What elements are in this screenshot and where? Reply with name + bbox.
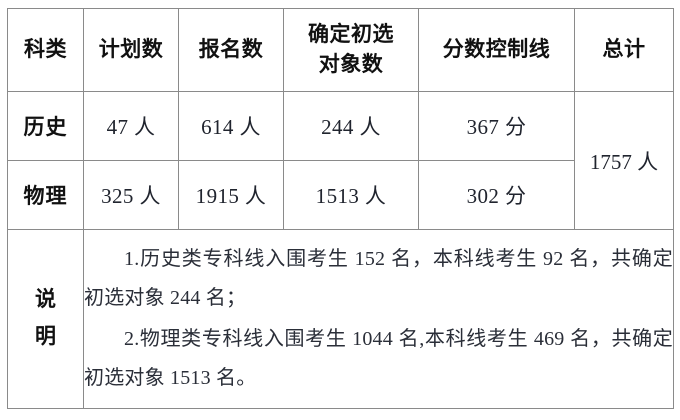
column-header-plan-count: 计划数: [83, 8, 179, 92]
value-total: 1757 人: [589, 149, 659, 174]
value-preselected-physics: 1513 人: [315, 184, 387, 208]
cell-total-merged: 1757 人: [574, 91, 674, 230]
cell-preselected-history: 244 人: [283, 91, 419, 161]
column-header-preselected-count: 确定初选 对象数: [283, 8, 419, 92]
column-header-category: 科类: [7, 8, 84, 92]
value-applicants-history: 614 人: [201, 115, 261, 139]
column-header-applicant-count-label: 报名数: [198, 37, 264, 61]
column-header-total-label: 总计: [602, 37, 646, 61]
column-header-plan-count-label: 计划数: [98, 37, 164, 61]
cell-note-body: 1.历史类专科线入围考生 152 名，本科线考生 92 名，共确定初选对象 24…: [83, 229, 674, 409]
value-preselected-history: 244 人: [321, 115, 381, 139]
cell-plan-history: 47 人: [83, 91, 179, 161]
cell-applicants-physics: 1915 人: [178, 160, 284, 230]
column-header-total: 总计: [574, 8, 674, 92]
note-paragraph-1: 1.历史类专科线入围考生 152 名，本科线考生 92 名，共确定初选对象 24…: [84, 248, 673, 309]
admission-statistics-table: 科类 计划数 报名数 确定初选 对象数 分数控制线 总计: [7, 8, 674, 409]
cell-category-physics: 物理: [7, 160, 84, 230]
category-label-history: 历史: [23, 116, 68, 139]
cell-note-label: 说明: [7, 229, 84, 409]
cell-plan-physics: 325 人: [83, 160, 179, 230]
note-paragraph-2: 2.物理类专科线入围考生 1044 名,本科线考生 469 名，共确定初选对象 …: [84, 328, 673, 389]
value-score-line-history: 367 分: [466, 115, 527, 139]
value-applicants-physics: 1915 人: [195, 184, 267, 208]
cell-score-line-physics: 302 分: [418, 160, 575, 230]
column-header-score-line: 分数控制线: [418, 8, 575, 92]
value-score-line-physics: 302 分: [466, 184, 527, 208]
table-note-row: 说明 1.历史类专科线入围考生 152 名，本科线考生 92 名，共确定初选对象…: [7, 229, 674, 409]
note-label-text: 说明: [35, 288, 56, 348]
column-header-preselected-count-label: 确定初选 对象数: [308, 22, 394, 76]
cell-applicants-history: 614 人: [178, 91, 284, 161]
table-row: 历史 47 人 614 人 244 人 367 分 1757 人: [7, 91, 674, 230]
cell-preselected-physics: 1513 人: [283, 160, 419, 230]
category-label-physics: 物理: [23, 185, 68, 208]
cell-category-history: 历史: [7, 91, 84, 161]
table-header-row: 科类 计划数 报名数 确定初选 对象数 分数控制线 总计: [7, 8, 674, 92]
column-header-score-line-label: 分数控制线: [442, 37, 551, 61]
cell-score-line-history: 367 分: [418, 91, 575, 161]
table-row: 物理 325 人 1915 人 1513 人 302 分: [7, 160, 674, 230]
column-header-applicant-count: 报名数: [178, 8, 284, 92]
column-header-category-label: 科类: [24, 37, 67, 61]
value-plan-history: 47 人: [106, 115, 156, 139]
value-plan-physics: 325 人: [101, 184, 161, 208]
